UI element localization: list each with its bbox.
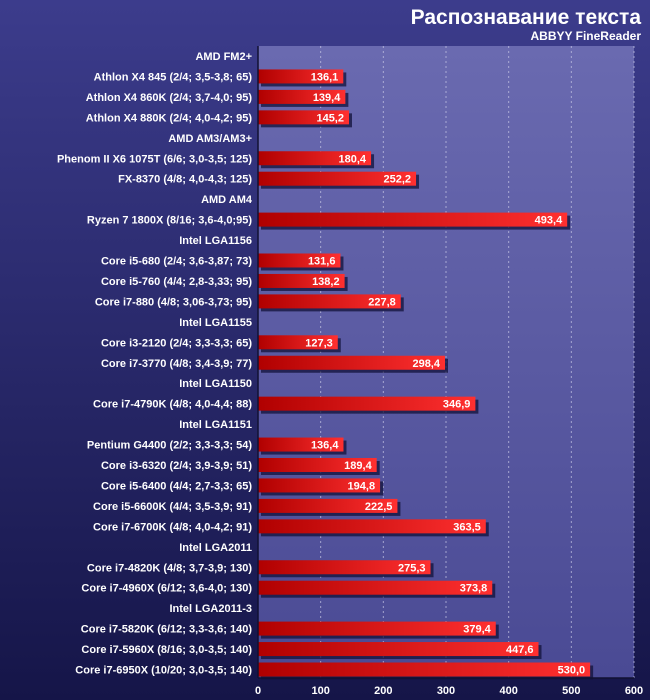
chart-title: Распознавание текста <box>411 6 642 29</box>
data-label: 145,2 <box>316 112 344 124</box>
category-label: Pentium G4400 (2/2; 3,3-3,3; 54) <box>87 440 252 452</box>
category-label: Phenom II X6 1075T (6/6; 3,0-3,5; 125) <box>57 153 252 165</box>
data-label: 180,4 <box>339 153 367 165</box>
category-label: Athlon X4 860K (2/4; 3,7-4,0; 95) <box>86 92 253 104</box>
category-label: Core i7-4790K (4/8; 4,0-4,4; 88) <box>93 399 252 411</box>
category-label: Core i7-5820K (6/12; 3,3-3,6; 140) <box>81 624 253 636</box>
bar <box>258 437 344 452</box>
data-label: 136,1 <box>311 71 339 83</box>
bar <box>258 253 341 268</box>
bar <box>258 355 445 370</box>
category-label: Core i7-4820K (4/8; 3,7-3,9; 130) <box>87 562 252 574</box>
category-label: Core i7-6700K (4/8; 4,0-4,2; 91) <box>93 521 252 533</box>
x-tick-label: 200 <box>374 685 392 697</box>
data-label: 493,4 <box>535 215 563 227</box>
bar <box>258 642 539 657</box>
bar <box>258 662 591 677</box>
data-label: 447,6 <box>506 644 534 656</box>
rows: AMD FM2+ Athlon X4 845 (2/4; 3,5-3,8; 65)… <box>57 51 594 680</box>
bar <box>258 498 398 513</box>
data-label: 139,4 <box>313 92 341 104</box>
group-label: Intel LGA1156 <box>179 235 252 247</box>
bar <box>258 519 486 534</box>
bar <box>258 478 381 493</box>
bar <box>258 458 377 472</box>
bar <box>258 69 344 84</box>
bar <box>258 335 338 350</box>
data-label: 530,0 <box>558 665 586 677</box>
category-label: Core i5-760 (4/4; 2,8-3,33; 95) <box>101 276 252 288</box>
bar <box>258 273 345 288</box>
category-label: Core i7-6950X (10/20; 3,0-3,5; 140) <box>75 665 252 677</box>
bar <box>258 396 476 411</box>
data-label: 252,2 <box>384 174 412 186</box>
data-label: 194,8 <box>348 480 376 492</box>
data-label: 222,5 <box>365 501 393 513</box>
category-label: Ryzen 7 1800X (8/16; 3,6-4,0;95) <box>87 215 252 227</box>
group-label: AMD AM4 <box>201 194 253 206</box>
category-label: Core i3-6320 (2/4; 3,9-3,9; 51) <box>101 460 252 472</box>
bar <box>258 580 493 595</box>
group-label: Intel LGA1151 <box>179 419 252 431</box>
category-label: FX-8370 (4/8; 4,0-4,3; 125) <box>118 174 252 186</box>
bar <box>258 560 431 575</box>
x-tick-label: 600 <box>625 685 643 697</box>
bar <box>258 89 346 104</box>
data-label: 138,2 <box>312 276 340 288</box>
data-label: 275,3 <box>398 562 426 574</box>
x-tick-label: 500 <box>562 685 580 697</box>
category-label: Core i5-6600K (4/4; 3,5-3,9; 91) <box>93 501 252 513</box>
bar <box>258 212 568 227</box>
category-label: Core i3-2120 (2/4; 3,3-3,3; 65) <box>101 337 252 349</box>
data-label: 346,9 <box>443 399 471 411</box>
category-label: Core i7-5960X (8/16; 3,0-3,5; 140) <box>81 644 252 656</box>
category-label: Athlon X4 845 (2/4; 3,5-3,8; 65) <box>94 71 253 83</box>
category-label: Core i7-3770 (4/8; 3,4-3,9; 77) <box>101 358 252 370</box>
group-label: Intel LGA1150 <box>179 378 252 390</box>
group-label: AMD AM3/AM3+ <box>168 133 252 145</box>
data-label: 379,4 <box>463 624 491 636</box>
data-label: 227,8 <box>368 296 396 308</box>
bar <box>258 294 401 309</box>
data-label: 189,4 <box>344 460 372 472</box>
category-label: Core i7-4960X (6/12; 3,6-4,0; 130) <box>81 583 252 595</box>
group-label: Intel LGA2011-3 <box>169 603 252 615</box>
data-label: 131,6 <box>308 256 336 268</box>
group-label: AMD FM2+ <box>195 51 252 63</box>
data-label: 373,8 <box>460 583 488 595</box>
data-label: 127,3 <box>305 337 333 349</box>
data-label: 363,5 <box>453 521 481 533</box>
bar <box>258 171 417 186</box>
bar <box>258 151 372 166</box>
chart-subtitle: ABBYY FineReader <box>531 29 642 43</box>
bar <box>258 110 349 125</box>
category-label: Core i5-680 (2/4; 3,6-3,87; 73) <box>101 256 252 268</box>
x-tick-label: 300 <box>437 685 455 697</box>
x-tick-label: 100 <box>311 685 329 697</box>
x-tick-label: 0 <box>255 685 261 697</box>
data-label: 136,4 <box>311 440 339 452</box>
category-label: Athlon X4 880K (2/4; 4,0-4,2; 95) <box>86 112 253 124</box>
group-label: Intel LGA1155 <box>179 317 252 329</box>
bar <box>258 621 496 636</box>
category-label: Core i5-6400 (4/4; 2,7-3,3; 65) <box>101 480 252 492</box>
category-label: Core i7-880 (4/8; 3,06-3,73; 95) <box>95 296 252 308</box>
data-label: 298,4 <box>412 358 440 370</box>
x-axis: 0 100 200 300 400 500 600 <box>255 46 643 697</box>
group-label: Intel LGA2011 <box>179 542 252 554</box>
x-tick-label: 400 <box>499 685 517 697</box>
